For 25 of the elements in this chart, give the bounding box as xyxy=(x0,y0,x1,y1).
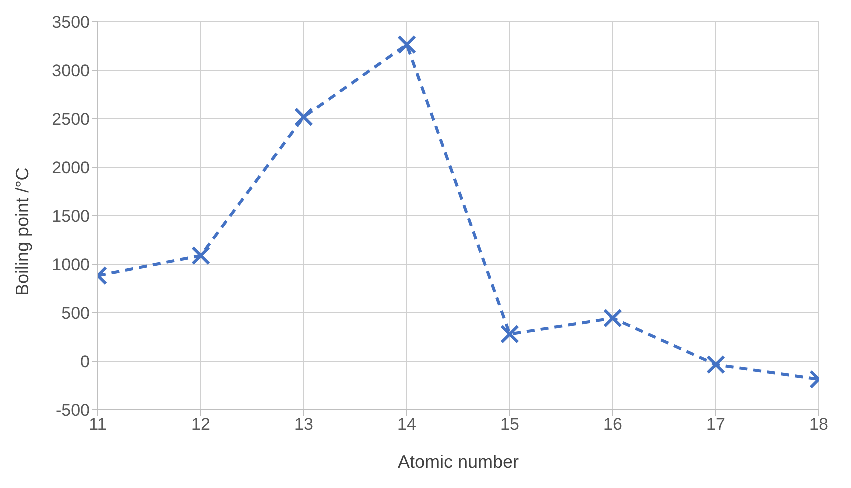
y-tick-label: 0 xyxy=(80,352,90,372)
x-tick-label: 18 xyxy=(810,415,828,434)
y-tick-label: 1500 xyxy=(52,207,90,226)
point xyxy=(398,35,416,54)
y-tick-label: 2500 xyxy=(52,110,90,130)
x-tick-label: 11 xyxy=(89,415,107,434)
x-tick-label: 12 xyxy=(192,415,210,434)
x-tick-label: 15 xyxy=(500,415,520,434)
y-tick-label: 500 xyxy=(62,304,90,324)
x-tick-label: 13 xyxy=(294,415,314,434)
x-tick-label: 16 xyxy=(604,415,622,434)
point xyxy=(706,355,726,374)
y-axis-title: Boiling point /°C xyxy=(12,168,32,296)
y-tick-label: 1000 xyxy=(52,256,90,275)
x-tick-label: 17 xyxy=(706,415,726,434)
x-tick-label: 14 xyxy=(398,415,416,434)
point xyxy=(192,246,210,266)
y-tick-label: 2000 xyxy=(52,158,90,178)
point xyxy=(604,308,622,328)
y-tick-label: 3500 xyxy=(52,13,90,32)
y-tick-label: -500 xyxy=(56,401,90,420)
point xyxy=(294,108,314,127)
x-axis-title: Atomic number xyxy=(398,452,520,472)
y-tick-label: 3000 xyxy=(52,62,90,81)
point xyxy=(500,324,520,344)
